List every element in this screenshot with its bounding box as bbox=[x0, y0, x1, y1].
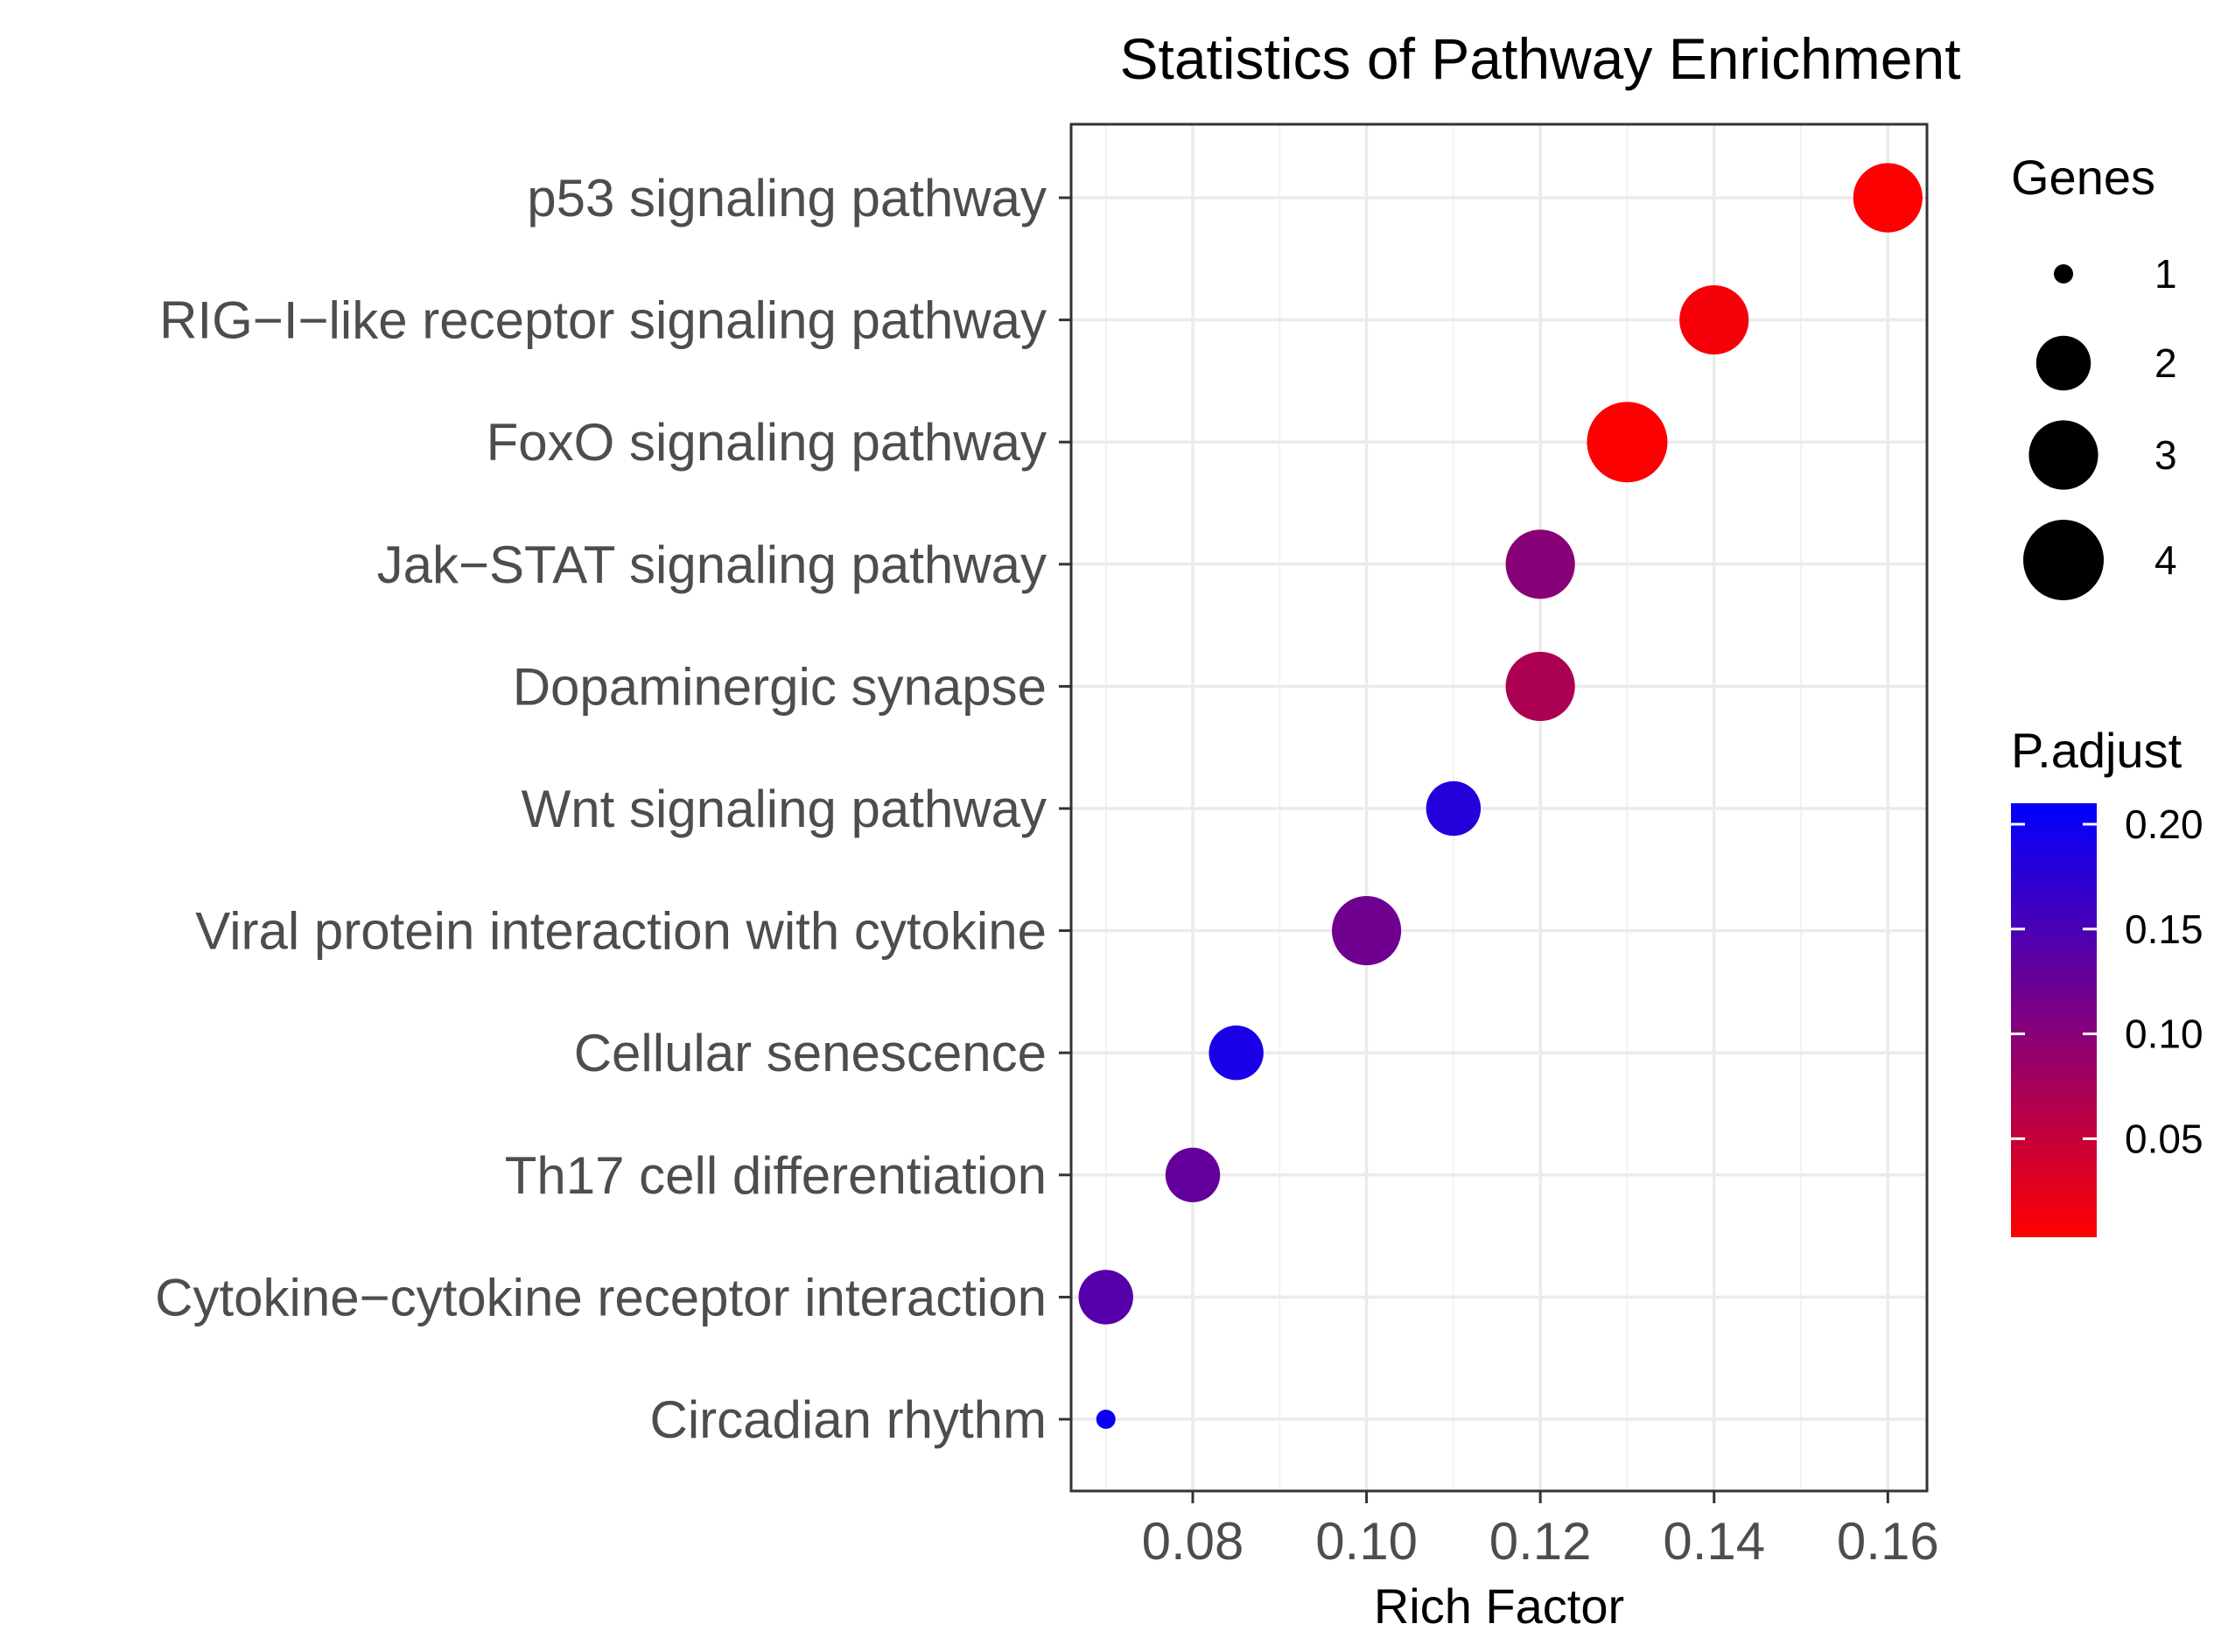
y-tick-label: Cytokine−cytokine receptor interaction bbox=[155, 1268, 1047, 1326]
y-tick-label: Cellular senescence bbox=[574, 1024, 1047, 1082]
y-tick-label: Wnt signaling pathway bbox=[522, 780, 1047, 838]
y-tick-label: Th17 cell differentiation bbox=[505, 1146, 1047, 1205]
colorbar-tick-label: 0.15 bbox=[2125, 906, 2203, 952]
x-tick-label: 0.14 bbox=[1663, 1512, 1765, 1571]
x-tick-label: 0.16 bbox=[1837, 1512, 1939, 1571]
genes-legend-label: 4 bbox=[2154, 537, 2177, 583]
genes-legend-title: Genes bbox=[2011, 150, 2155, 205]
data-point bbox=[1505, 651, 1575, 721]
colorbar-tick-label: 0.10 bbox=[2125, 1012, 2203, 1057]
y-tick-label: FoxO signaling pathway bbox=[487, 413, 1047, 472]
y-tick-label: Viral protein interaction with cytokine bbox=[195, 902, 1047, 961]
y-tick-label: p53 signaling pathway bbox=[527, 169, 1047, 228]
genes-legend-key bbox=[2028, 420, 2098, 490]
data-point bbox=[1426, 780, 1482, 836]
data-point bbox=[1332, 896, 1402, 966]
data-point bbox=[1078, 1270, 1133, 1325]
p-adjust-colorbar bbox=[2011, 803, 2097, 1237]
genes-legend-label: 1 bbox=[2154, 251, 2177, 297]
genes-legend-key bbox=[2035, 335, 2091, 391]
data-point bbox=[1505, 529, 1575, 599]
p-adjust-legend-title: P.adjust bbox=[2011, 723, 2182, 778]
x-tick-label: 0.10 bbox=[1315, 1512, 1418, 1571]
data-points bbox=[1078, 163, 1923, 1429]
data-point bbox=[1209, 1025, 1264, 1081]
grid-lines bbox=[1071, 124, 1927, 1491]
colorbar-tick-label: 0.05 bbox=[2125, 1116, 2203, 1161]
chart-title: Statistics of Pathway Enrichment bbox=[1119, 26, 1960, 91]
y-tick-label: Dopaminergic synapse bbox=[513, 657, 1047, 716]
genes-legend-label: 2 bbox=[2154, 340, 2177, 386]
data-point bbox=[1587, 402, 1668, 483]
x-axis-title: Rich Factor bbox=[1374, 1578, 1624, 1634]
colorbar-tick-label: 0.20 bbox=[2125, 802, 2203, 847]
genes-size-legend: 1 2 3 4 bbox=[2023, 251, 2177, 600]
genes-legend-key bbox=[2023, 520, 2104, 600]
y-axis: p53 signaling pathway RIG−I−like receptor… bbox=[155, 169, 1071, 1449]
y-tick-label: Circadian rhythm bbox=[650, 1390, 1047, 1449]
genes-legend-key bbox=[2054, 264, 2073, 284]
genes-legend-label: 3 bbox=[2154, 432, 2177, 478]
x-axis: 0.08 0.10 0.12 0.14 0.16 bbox=[1142, 1491, 1939, 1571]
p-adjust-color-legend: 0.20 0.15 0.10 0.05 bbox=[2011, 802, 2203, 1161]
data-point bbox=[1165, 1147, 1221, 1203]
x-tick-label: 0.12 bbox=[1489, 1512, 1592, 1571]
x-tick-label: 0.08 bbox=[1142, 1512, 1244, 1571]
y-tick-label: RIG−I−like receptor signaling pathway bbox=[159, 291, 1047, 350]
y-tick-label: Jak−STAT signaling pathway bbox=[377, 536, 1047, 594]
data-point bbox=[1096, 1410, 1116, 1429]
data-point bbox=[1679, 285, 1749, 355]
data-point bbox=[1853, 163, 1923, 233]
